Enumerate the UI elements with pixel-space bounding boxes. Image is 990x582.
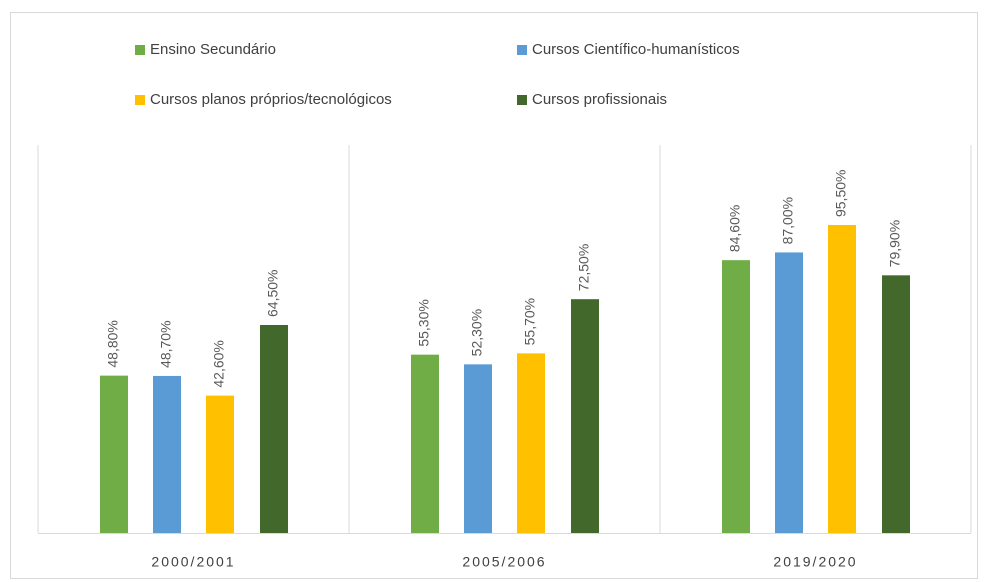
legend-swatch — [517, 95, 527, 105]
value-label: 42,60% — [211, 340, 227, 387]
bar — [571, 299, 599, 533]
bar — [828, 225, 856, 533]
legend-label: Ensino Secundário — [150, 41, 276, 58]
bar — [100, 375, 128, 533]
value-label: 79,90% — [887, 220, 903, 267]
bar — [722, 260, 750, 533]
value-label: 48,80% — [105, 320, 121, 367]
value-label: 55,70% — [522, 298, 538, 345]
bar — [517, 353, 545, 533]
value-label: 95,50% — [833, 170, 849, 217]
value-label: 48,70% — [158, 320, 174, 367]
bar — [775, 252, 803, 534]
x-tick-label: 2000/2001 — [151, 554, 235, 570]
bar — [153, 375, 181, 533]
value-label: 55,30% — [416, 299, 432, 346]
bar — [411, 354, 439, 533]
bar — [260, 324, 288, 533]
legend-label: Cursos planos próprios/tecnológicos — [150, 91, 392, 108]
value-label: 84,60% — [727, 205, 743, 252]
value-label: 72,50% — [576, 244, 592, 291]
legend-label: Cursos Científico-humanísticos — [532, 41, 740, 58]
bar — [882, 275, 910, 533]
value-label: 64,50% — [265, 270, 281, 317]
value-label: 52,30% — [469, 309, 485, 356]
bar — [206, 395, 234, 533]
x-tick-label: 2019/2020 — [773, 554, 857, 570]
bar — [464, 364, 492, 533]
legend-swatch — [135, 45, 145, 55]
value-label: 87,00% — [780, 197, 796, 244]
x-tick-label: 2005/2006 — [462, 554, 546, 570]
legend-swatch — [517, 45, 527, 55]
legend-label: Cursos profissionais — [532, 91, 667, 108]
legend-swatch — [135, 95, 145, 105]
